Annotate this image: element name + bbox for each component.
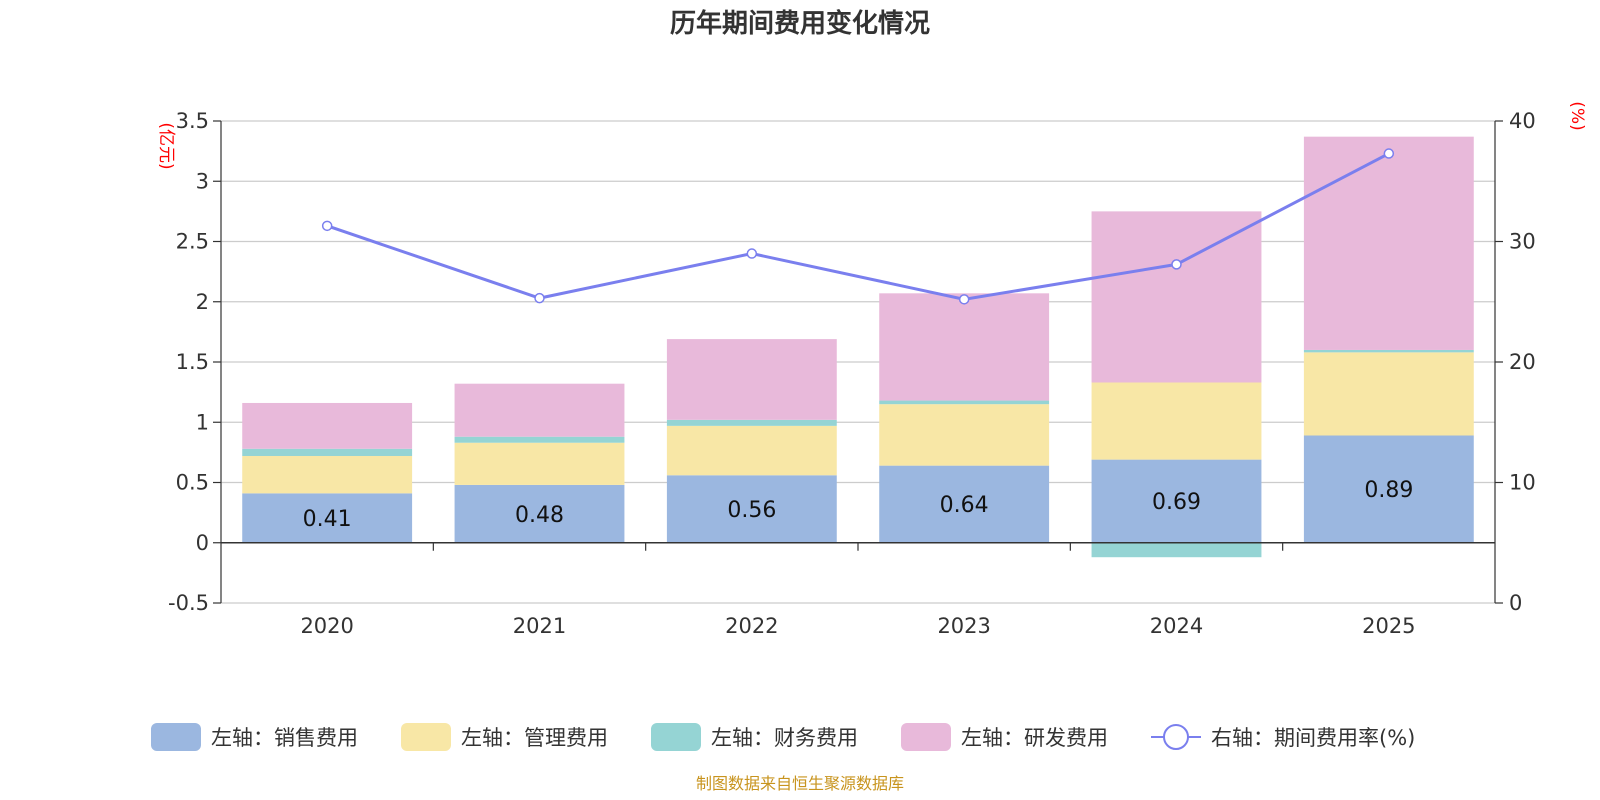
bar-segment bbox=[454, 484, 625, 543]
legend-marker bbox=[1163, 724, 1189, 750]
bar-segment bbox=[1303, 349, 1474, 353]
left-tick-label: -0.5 bbox=[168, 591, 209, 615]
right-axis-unit: (%) bbox=[1567, 101, 1587, 130]
right-tick-label: 40 bbox=[1509, 109, 1536, 133]
bar-segment bbox=[242, 402, 413, 449]
rate-point bbox=[534, 292, 545, 304]
x-tick-label: 2024 bbox=[1150, 614, 1203, 638]
bar-segment bbox=[454, 442, 625, 485]
bar-segment bbox=[666, 425, 837, 476]
left-tick-label: 1 bbox=[196, 410, 209, 434]
legend-label: 左轴：管理费用 bbox=[461, 726, 608, 750]
bar-value-label: 0.56 bbox=[727, 498, 776, 523]
rate-point bbox=[1171, 259, 1182, 270]
rate-point bbox=[746, 248, 758, 259]
legend-item[interactable]: 右轴：期间费用率(%) bbox=[1151, 724, 1415, 750]
bar-segment bbox=[242, 448, 413, 456]
bar-segment bbox=[879, 293, 1050, 401]
left-tick-label: 1.5 bbox=[176, 350, 209, 374]
rate-line-path bbox=[326, 152, 1390, 301]
legend-item[interactable]: 左轴：财务费用 bbox=[651, 723, 858, 751]
rate-line bbox=[321, 148, 1395, 305]
bar-segment bbox=[454, 436, 625, 443]
right-tick-label: 20 bbox=[1509, 350, 1536, 374]
bar-segment bbox=[242, 493, 413, 543]
bar-value-label: 0.64 bbox=[940, 493, 989, 518]
right-tick-label: 0 bbox=[1509, 591, 1522, 615]
legend-label: 左轴：销售费用 bbox=[211, 726, 358, 750]
bar-segment bbox=[242, 455, 413, 494]
legend-swatch bbox=[651, 723, 701, 751]
bar-value-label: 0.89 bbox=[1364, 478, 1413, 503]
bar-segment bbox=[879, 404, 1050, 466]
bar-marks: 0.41 0.48 0.56 0.64 0.69 0.89 bbox=[242, 136, 1474, 558]
legend-swatch bbox=[151, 723, 201, 751]
right-tick-label: 30 bbox=[1509, 230, 1536, 254]
x-tick-label: 2020 bbox=[300, 614, 353, 638]
bar-segment bbox=[1091, 542, 1262, 558]
x-tick-label: 2023 bbox=[937, 614, 990, 638]
left-tick-label: 0.5 bbox=[176, 471, 209, 495]
rate-point bbox=[321, 220, 333, 232]
bar-segment bbox=[1303, 136, 1474, 350]
bar-segment bbox=[1303, 352, 1474, 436]
bar-segment bbox=[1091, 211, 1262, 383]
bar-value-label: 0.48 bbox=[515, 503, 564, 528]
left-tick-label: 2.5 bbox=[176, 230, 209, 254]
legend-item[interactable]: 左轴：研发费用 bbox=[901, 723, 1108, 751]
axes: -0.5 0 0.5 1 1.5 2 2.5 3 3.5 0 10 20 30 40 2020 2021 202… bbox=[168, 109, 1536, 638]
legend-swatch bbox=[401, 723, 451, 751]
legend-item[interactable]: 左轴：销售费用 bbox=[151, 723, 358, 751]
bar-segment bbox=[1091, 382, 1262, 460]
data-source: 制图数据来自恒生聚源数据库 bbox=[696, 774, 904, 793]
x-tick-label: 2022 bbox=[725, 614, 778, 638]
bar-value-label: 0.69 bbox=[1152, 490, 1201, 515]
bar-value-label: 0.41 bbox=[303, 507, 352, 532]
left-tick-label: 3 bbox=[196, 169, 209, 193]
right-tick-label: 10 bbox=[1509, 471, 1536, 495]
left-tick-label: 3.5 bbox=[176, 109, 209, 133]
x-tick-label: 2021 bbox=[513, 614, 566, 638]
bar-segment bbox=[1091, 459, 1262, 543]
legend-label: 右轴：期间费用率(%) bbox=[1211, 726, 1415, 750]
bar-segment bbox=[879, 465, 1050, 543]
legend-item[interactable]: 左轴：管理费用 bbox=[401, 723, 608, 751]
x-tick-label: 2025 bbox=[1362, 614, 1415, 638]
legend-swatch bbox=[901, 723, 951, 751]
legend-label: 左轴：财务费用 bbox=[711, 726, 858, 750]
bar-segment bbox=[666, 339, 837, 420]
rate-point bbox=[1383, 148, 1395, 159]
legend[interactable]: 左轴：销售费用 左轴：管理费用 左轴：财务费用 左轴：研发费用 右轴：期间费用率(%) bbox=[151, 723, 1415, 751]
left-tick-label: 0 bbox=[196, 531, 209, 555]
bar-segment bbox=[879, 400, 1050, 405]
bar-segment bbox=[454, 383, 625, 437]
bar-segment bbox=[666, 419, 837, 426]
chart-title: 历年期间费用变化情况 bbox=[670, 8, 930, 39]
left-tick-label: 2 bbox=[196, 290, 209, 314]
left-axis-unit: (亿元) bbox=[156, 122, 176, 169]
rate-point bbox=[958, 294, 970, 305]
legend-label: 左轴：研发费用 bbox=[961, 726, 1108, 750]
bar-segment bbox=[1303, 435, 1474, 543]
bar-segment bbox=[666, 475, 837, 543]
